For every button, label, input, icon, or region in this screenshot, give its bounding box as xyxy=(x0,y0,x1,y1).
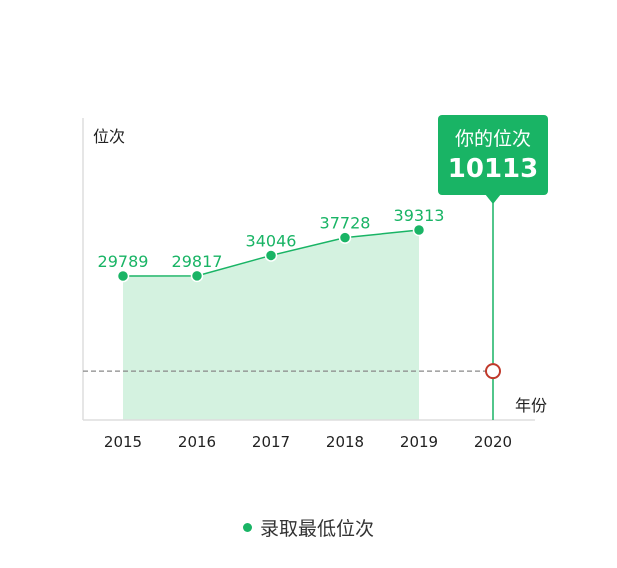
data-label: 34046 xyxy=(246,231,297,250)
x-tick-label: 2019 xyxy=(400,433,438,451)
data-point xyxy=(264,249,278,262)
your-rank-tooltip: 你的位次 10113 xyxy=(438,115,548,204)
data-point xyxy=(412,223,426,237)
x-tick-label: 2015 xyxy=(104,433,142,451)
data-label: 29817 xyxy=(172,252,223,271)
legend-dot-icon xyxy=(242,523,252,532)
your-rank-marker xyxy=(485,363,501,380)
y-axis-title: 位次 xyxy=(93,127,125,146)
chart-legend[interactable]: 录取最低位次 xyxy=(0,514,617,541)
data-label: 37728 xyxy=(320,214,371,233)
x-tick-label: 2017 xyxy=(252,433,290,451)
tooltip-label: 你的位次 xyxy=(454,128,531,150)
data-point xyxy=(338,231,352,244)
tooltip-value: 10113 xyxy=(447,154,539,184)
x-tick-label: 2018 xyxy=(326,433,364,451)
data-label: 39313 xyxy=(394,206,445,225)
x-axis-title: 年份 xyxy=(515,396,547,415)
x-tick-label: 2020 xyxy=(474,433,512,451)
data-label: 29789 xyxy=(98,252,149,271)
legend-label: 录取最低位次 xyxy=(259,518,374,540)
data-point xyxy=(116,269,130,283)
x-tick-label: 2016 xyxy=(178,433,216,451)
data-point xyxy=(190,269,204,283)
